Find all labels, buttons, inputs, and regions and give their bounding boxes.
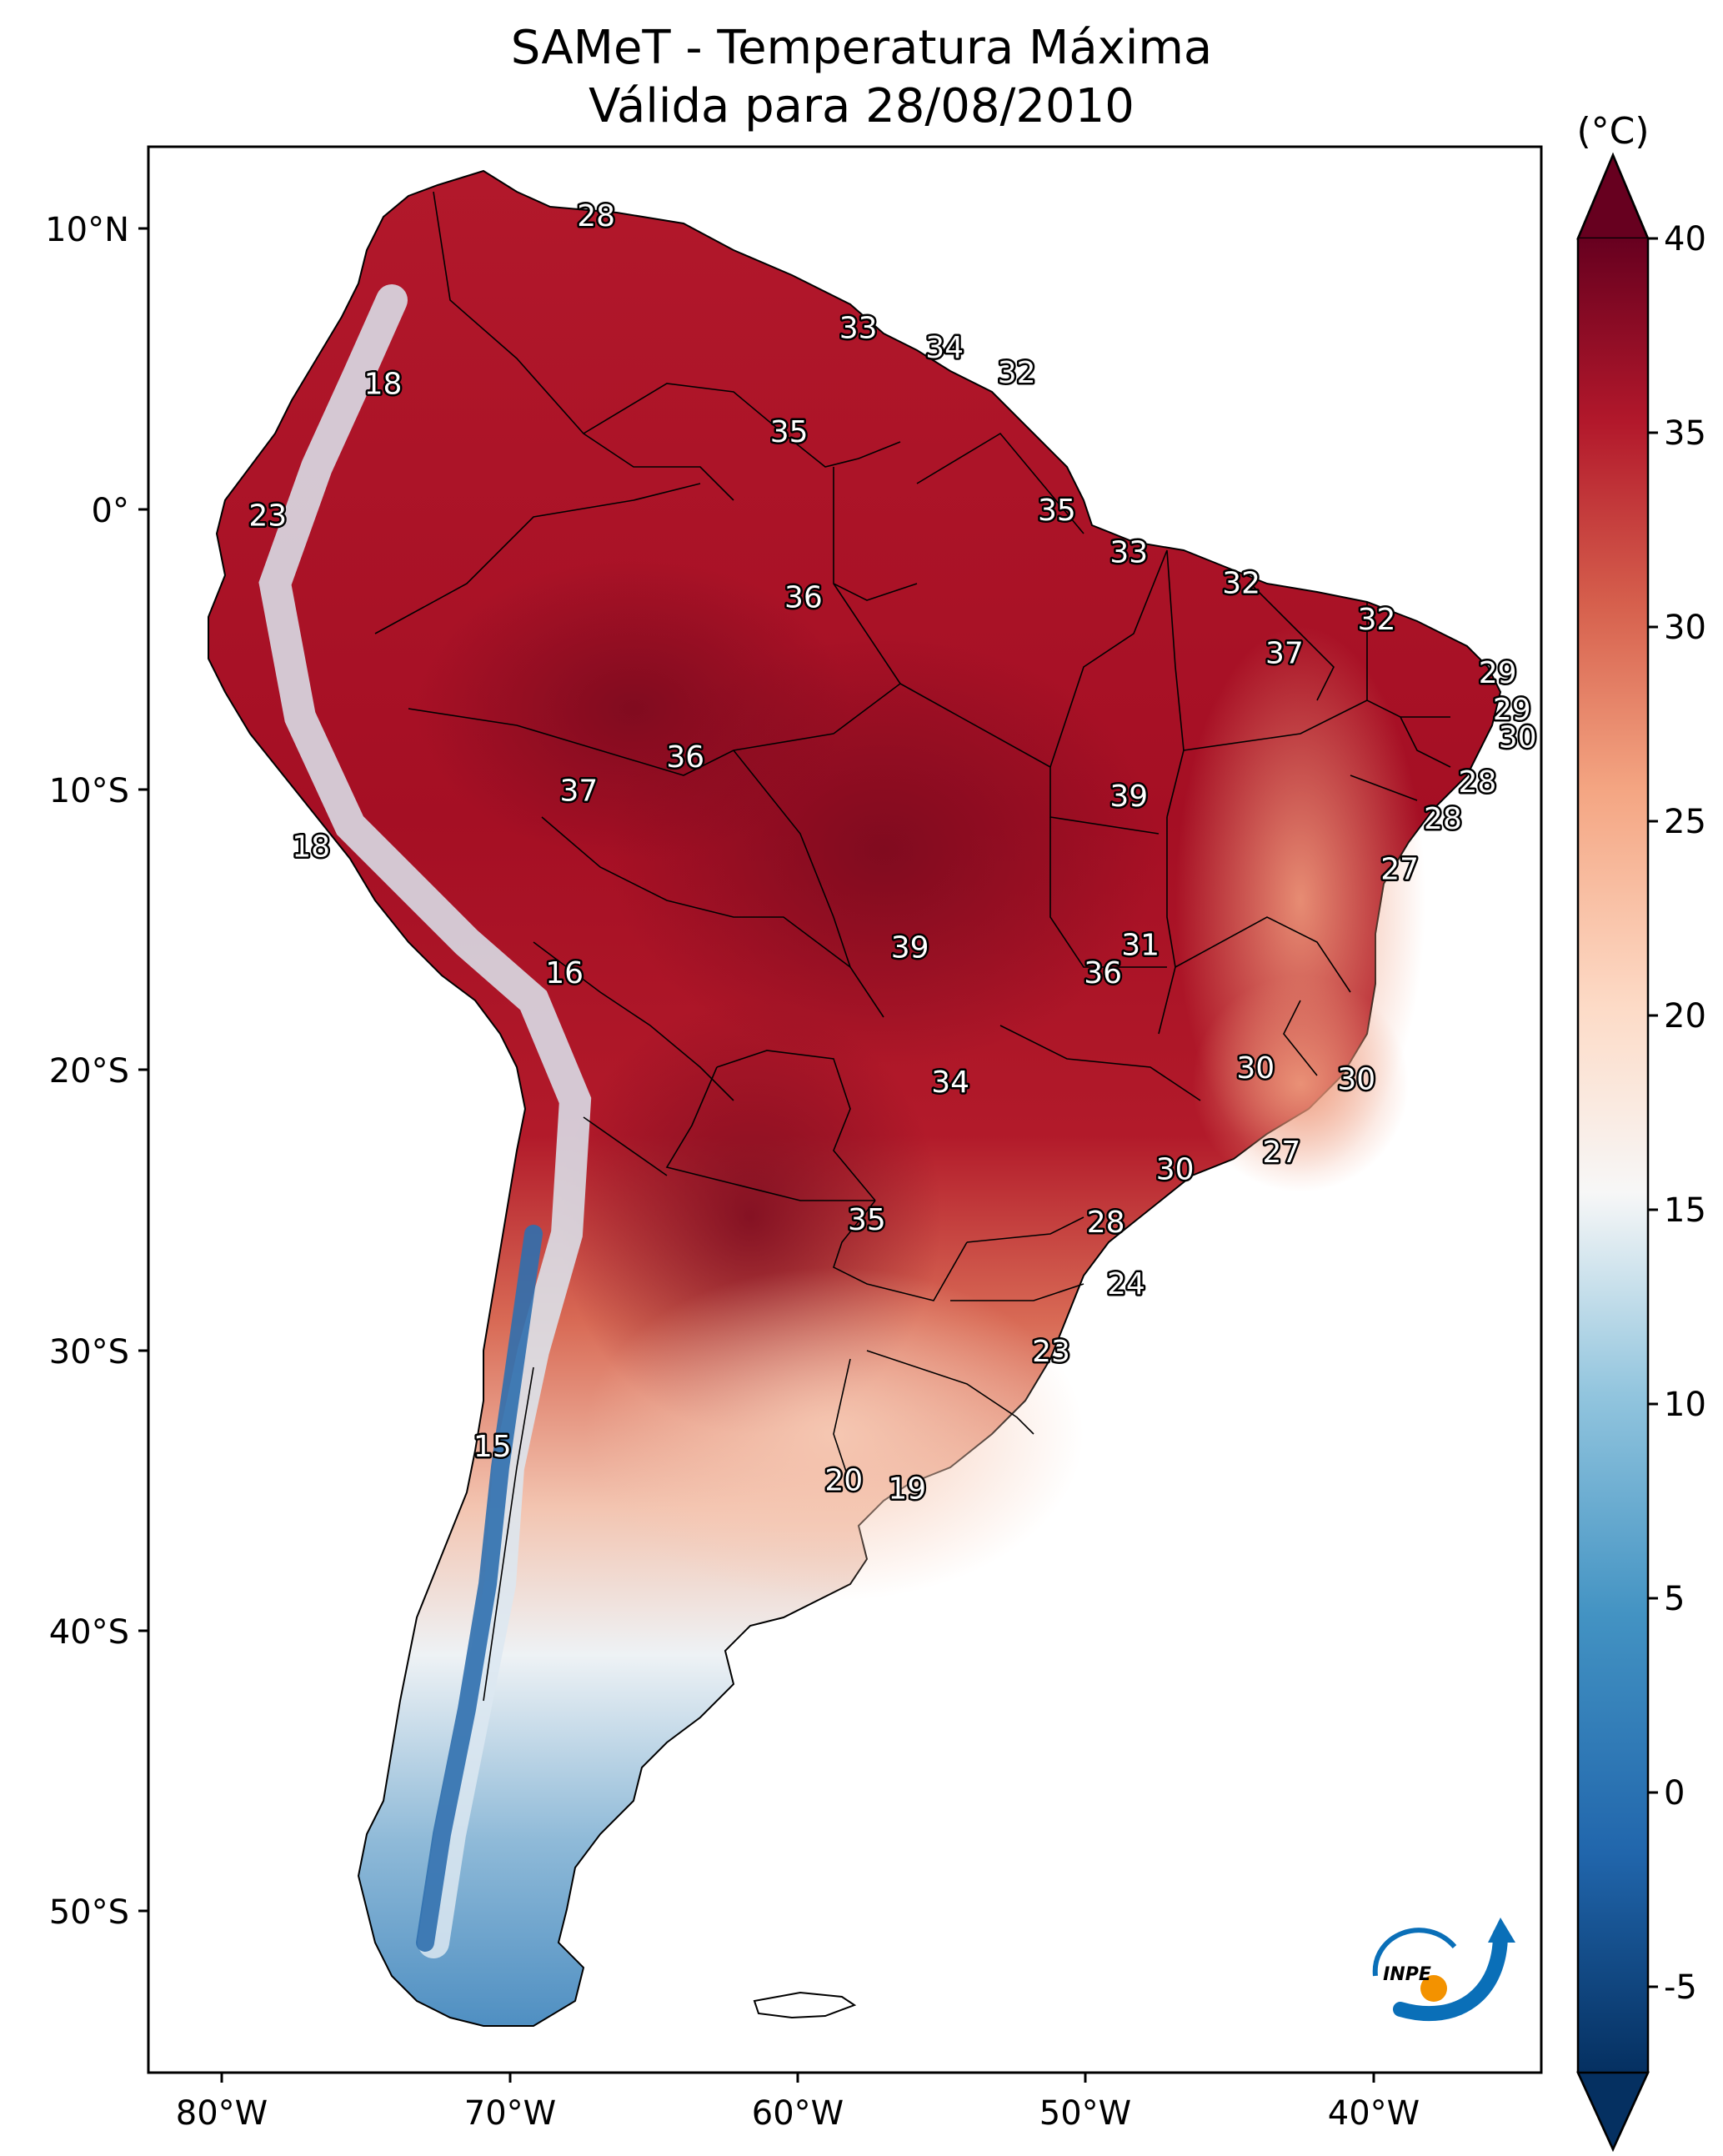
lat-label-10s: 10°S — [49, 772, 129, 810]
temperature-label: 35 — [848, 1203, 886, 1237]
temperature-label: 39 — [891, 931, 929, 965]
lon-label-50w: 50°W — [1039, 2094, 1131, 2133]
map-title-line1: SAMeT - Temperatura Máxima — [510, 21, 1213, 75]
inpe-logo-orange-dot — [1420, 1975, 1447, 2002]
lat-label-40s: 40°S — [49, 1613, 129, 1652]
andes-cold-band — [258, 284, 592, 1958]
colorbar-tick-20: 20 — [1664, 997, 1706, 1035]
temperature-label: 36 — [666, 740, 704, 775]
colorbar-bottom-arrow — [1576, 2071, 1650, 2153]
temperature-label: 23 — [1032, 1335, 1070, 1369]
temperature-label: 34 — [925, 331, 964, 365]
temperature-label: 28 — [1424, 802, 1462, 836]
temperature-label: 28 — [577, 199, 615, 233]
temperature-label: 37 — [559, 774, 598, 808]
temperature-label: 19 — [888, 1472, 926, 1507]
temperature-label: 28 — [1087, 1206, 1125, 1240]
map-title-line2: Válida para 28/08/2010 — [589, 79, 1134, 133]
inpe-logo: INPE — [1372, 1918, 1515, 2022]
colorbar-tick-10: 10 — [1664, 1386, 1706, 1424]
lat-label-0: 0° — [92, 492, 129, 530]
temperature-label: 18 — [292, 830, 330, 865]
temperature-label: 37 — [1265, 637, 1304, 671]
temperature-label: 27 — [1380, 853, 1419, 887]
temperature-label: 15 — [473, 1430, 512, 1464]
temperature-label: 33 — [1109, 535, 1148, 569]
temperature-label: 31 — [1121, 928, 1160, 962]
colorbar-tick-minus5: -5 — [1664, 1968, 1697, 2007]
colorbar-body — [1578, 238, 1648, 2073]
temperature-label: 16 — [545, 956, 584, 990]
temperature-label: 30 — [1156, 1152, 1195, 1186]
lon-label-70w: 70°W — [464, 2094, 556, 2133]
lat-label-10n: 10°N — [45, 211, 129, 249]
inpe-logo-text: INPE — [1383, 1964, 1431, 1985]
latitude-axis: 10°N 0° 10°S 20°S 30°S 40°S 50°S — [45, 211, 148, 1932]
temperature-label: 35 — [1038, 494, 1076, 528]
colorbar-unit: (°C) — [1576, 110, 1649, 153]
colorbar-tick-5: 5 — [1664, 1580, 1685, 1618]
temperature-label: 24 — [1107, 1267, 1145, 1301]
temperature-label: 29 — [1493, 693, 1531, 727]
temperature-label: 35 — [770, 415, 809, 449]
temperature-label: 30 — [1337, 1063, 1375, 1097]
colorbar-tick-30: 30 — [1664, 609, 1706, 647]
temperature-label: 20 — [824, 1464, 863, 1498]
temperature-label: 29 — [1479, 656, 1517, 690]
lat-label-30s: 30°S — [49, 1333, 129, 1371]
colorbar-tick-25: 25 — [1664, 803, 1706, 841]
falkland-islands — [753, 1991, 857, 2019]
temperature-label: 33 — [839, 311, 878, 345]
colorbar-tick-0: 0 — [1664, 1774, 1685, 1813]
lon-label-40w: 40°W — [1328, 2094, 1420, 2133]
temperature-label: 36 — [1084, 956, 1122, 990]
land-layer — [208, 169, 1502, 2027]
temperature-label: 28 — [1458, 765, 1496, 800]
temperature-label: 32 — [998, 356, 1036, 390]
colorbar: (°C) 40 35 30 25 20 15 10 5 0 -5 — [1576, 110, 1706, 2153]
temperature-label: 30 — [1236, 1051, 1275, 1086]
colorbar-tick-40: 40 — [1664, 220, 1706, 258]
colorbar-tick-35: 35 — [1664, 414, 1706, 453]
temperature-label: 39 — [1109, 780, 1148, 814]
temperature-label: 32 — [1358, 603, 1396, 637]
colorbar-tick-15: 15 — [1664, 1191, 1706, 1230]
longitude-axis: 80°W 70°W 60°W 50°W 40°W — [176, 2073, 1420, 2133]
temperature-label: 23 — [248, 499, 287, 534]
lat-label-20s: 20°S — [49, 1052, 129, 1091]
temperature-label: 34 — [931, 1065, 969, 1100]
country-borders — [374, 191, 1451, 1702]
temperature-label: 32 — [1222, 566, 1260, 600]
temperature-label: 36 — [784, 580, 823, 614]
lon-label-80w: 80°W — [176, 2094, 268, 2133]
lat-label-50s: 50°S — [49, 1893, 129, 1932]
colorbar-top-arrow — [1576, 152, 1650, 240]
temperature-label: 27 — [1262, 1136, 1300, 1170]
temperature-label: 18 — [364, 368, 403, 402]
lon-label-60w: 60°W — [752, 2094, 844, 2133]
temperature-label: 30 — [1499, 720, 1537, 755]
